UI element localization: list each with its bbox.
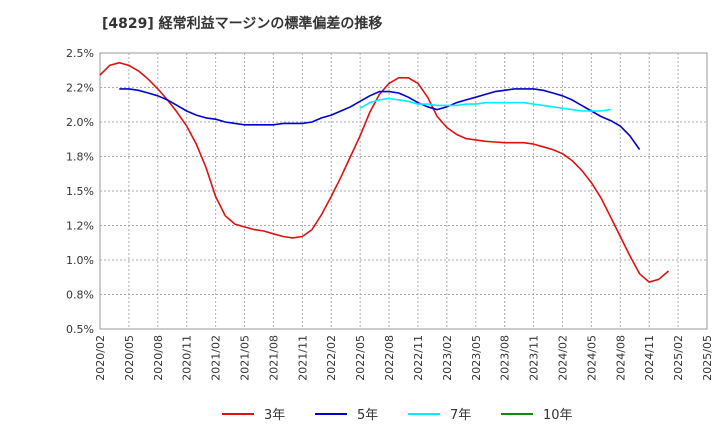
series-line-3 — [359, 97, 611, 112]
x-tick-label: 2020/02 — [94, 335, 107, 381]
x-tick-label: 2022/08 — [383, 335, 396, 381]
x-axis: 2020/02 2020/05 2020/08 2020/11 2021/02 2021/… — [94, 335, 714, 381]
x-tick-label: 2021/11 — [296, 335, 309, 381]
y-tick-label: 2.5% — [66, 47, 94, 60]
x-tick-label: 2021/08 — [267, 335, 280, 381]
x-tick-label: 2021/02 — [210, 335, 223, 381]
x-tick-label: 2024/08 — [614, 335, 627, 381]
x-tick-label: 2025/05 — [701, 335, 714, 381]
legend-label: 3年 — [264, 408, 285, 423]
y-tick-label: 1.5% — [66, 185, 94, 198]
x-tick-label: 2022/02 — [325, 335, 338, 381]
x-tick-label: 2023/08 — [499, 335, 512, 381]
x-tick-label: 2023/11 — [528, 335, 541, 381]
x-tick-label: 2024/11 — [643, 335, 656, 381]
y-tick-label: 0.8% — [66, 289, 94, 302]
x-tick-label: 2020/08 — [152, 335, 165, 381]
x-tick-label: 2022/11 — [412, 335, 425, 381]
y-tick-label: 1.8% — [66, 151, 94, 164]
y-tick-label: 1.0% — [66, 254, 94, 267]
x-tick-label: 2024/05 — [585, 335, 598, 381]
x-tick-label: 2023/05 — [470, 335, 483, 381]
chart-title: [4829] 経常利益マージンの標準偏差の推移 — [102, 16, 383, 32]
legend-label: 7年 — [450, 408, 471, 423]
legend: 3年 5年 7年 10年 — [222, 408, 573, 423]
y-tick-label: 2.2% — [66, 82, 94, 95]
y-tick-label: 0.5% — [66, 323, 94, 336]
x-tick-label: 2025/02 — [672, 335, 685, 381]
series-line-1 — [99, 61, 670, 283]
x-tick-label: 2024/02 — [556, 335, 569, 381]
y-tick-label: 2.0% — [66, 116, 94, 129]
x-tick-label: 2020/05 — [123, 335, 136, 381]
y-axis: 0.5% 0.8% 1.0% 1.2% 1.5% 1.8% 2.0% 2.2% 2.5% — [66, 47, 94, 336]
x-tick-label: 2020/11 — [181, 335, 194, 381]
legend-label: 5年 — [357, 408, 378, 423]
x-tick-label: 2023/02 — [441, 335, 454, 381]
legend-label: 10年 — [543, 408, 573, 423]
x-tick-label: 2021/05 — [239, 335, 252, 381]
series-group — [99, 61, 670, 283]
y-tick-label: 1.2% — [66, 220, 94, 233]
gridlines — [100, 53, 707, 329]
series-line-2 — [119, 88, 641, 151]
x-tick-label: 2022/05 — [354, 335, 367, 381]
